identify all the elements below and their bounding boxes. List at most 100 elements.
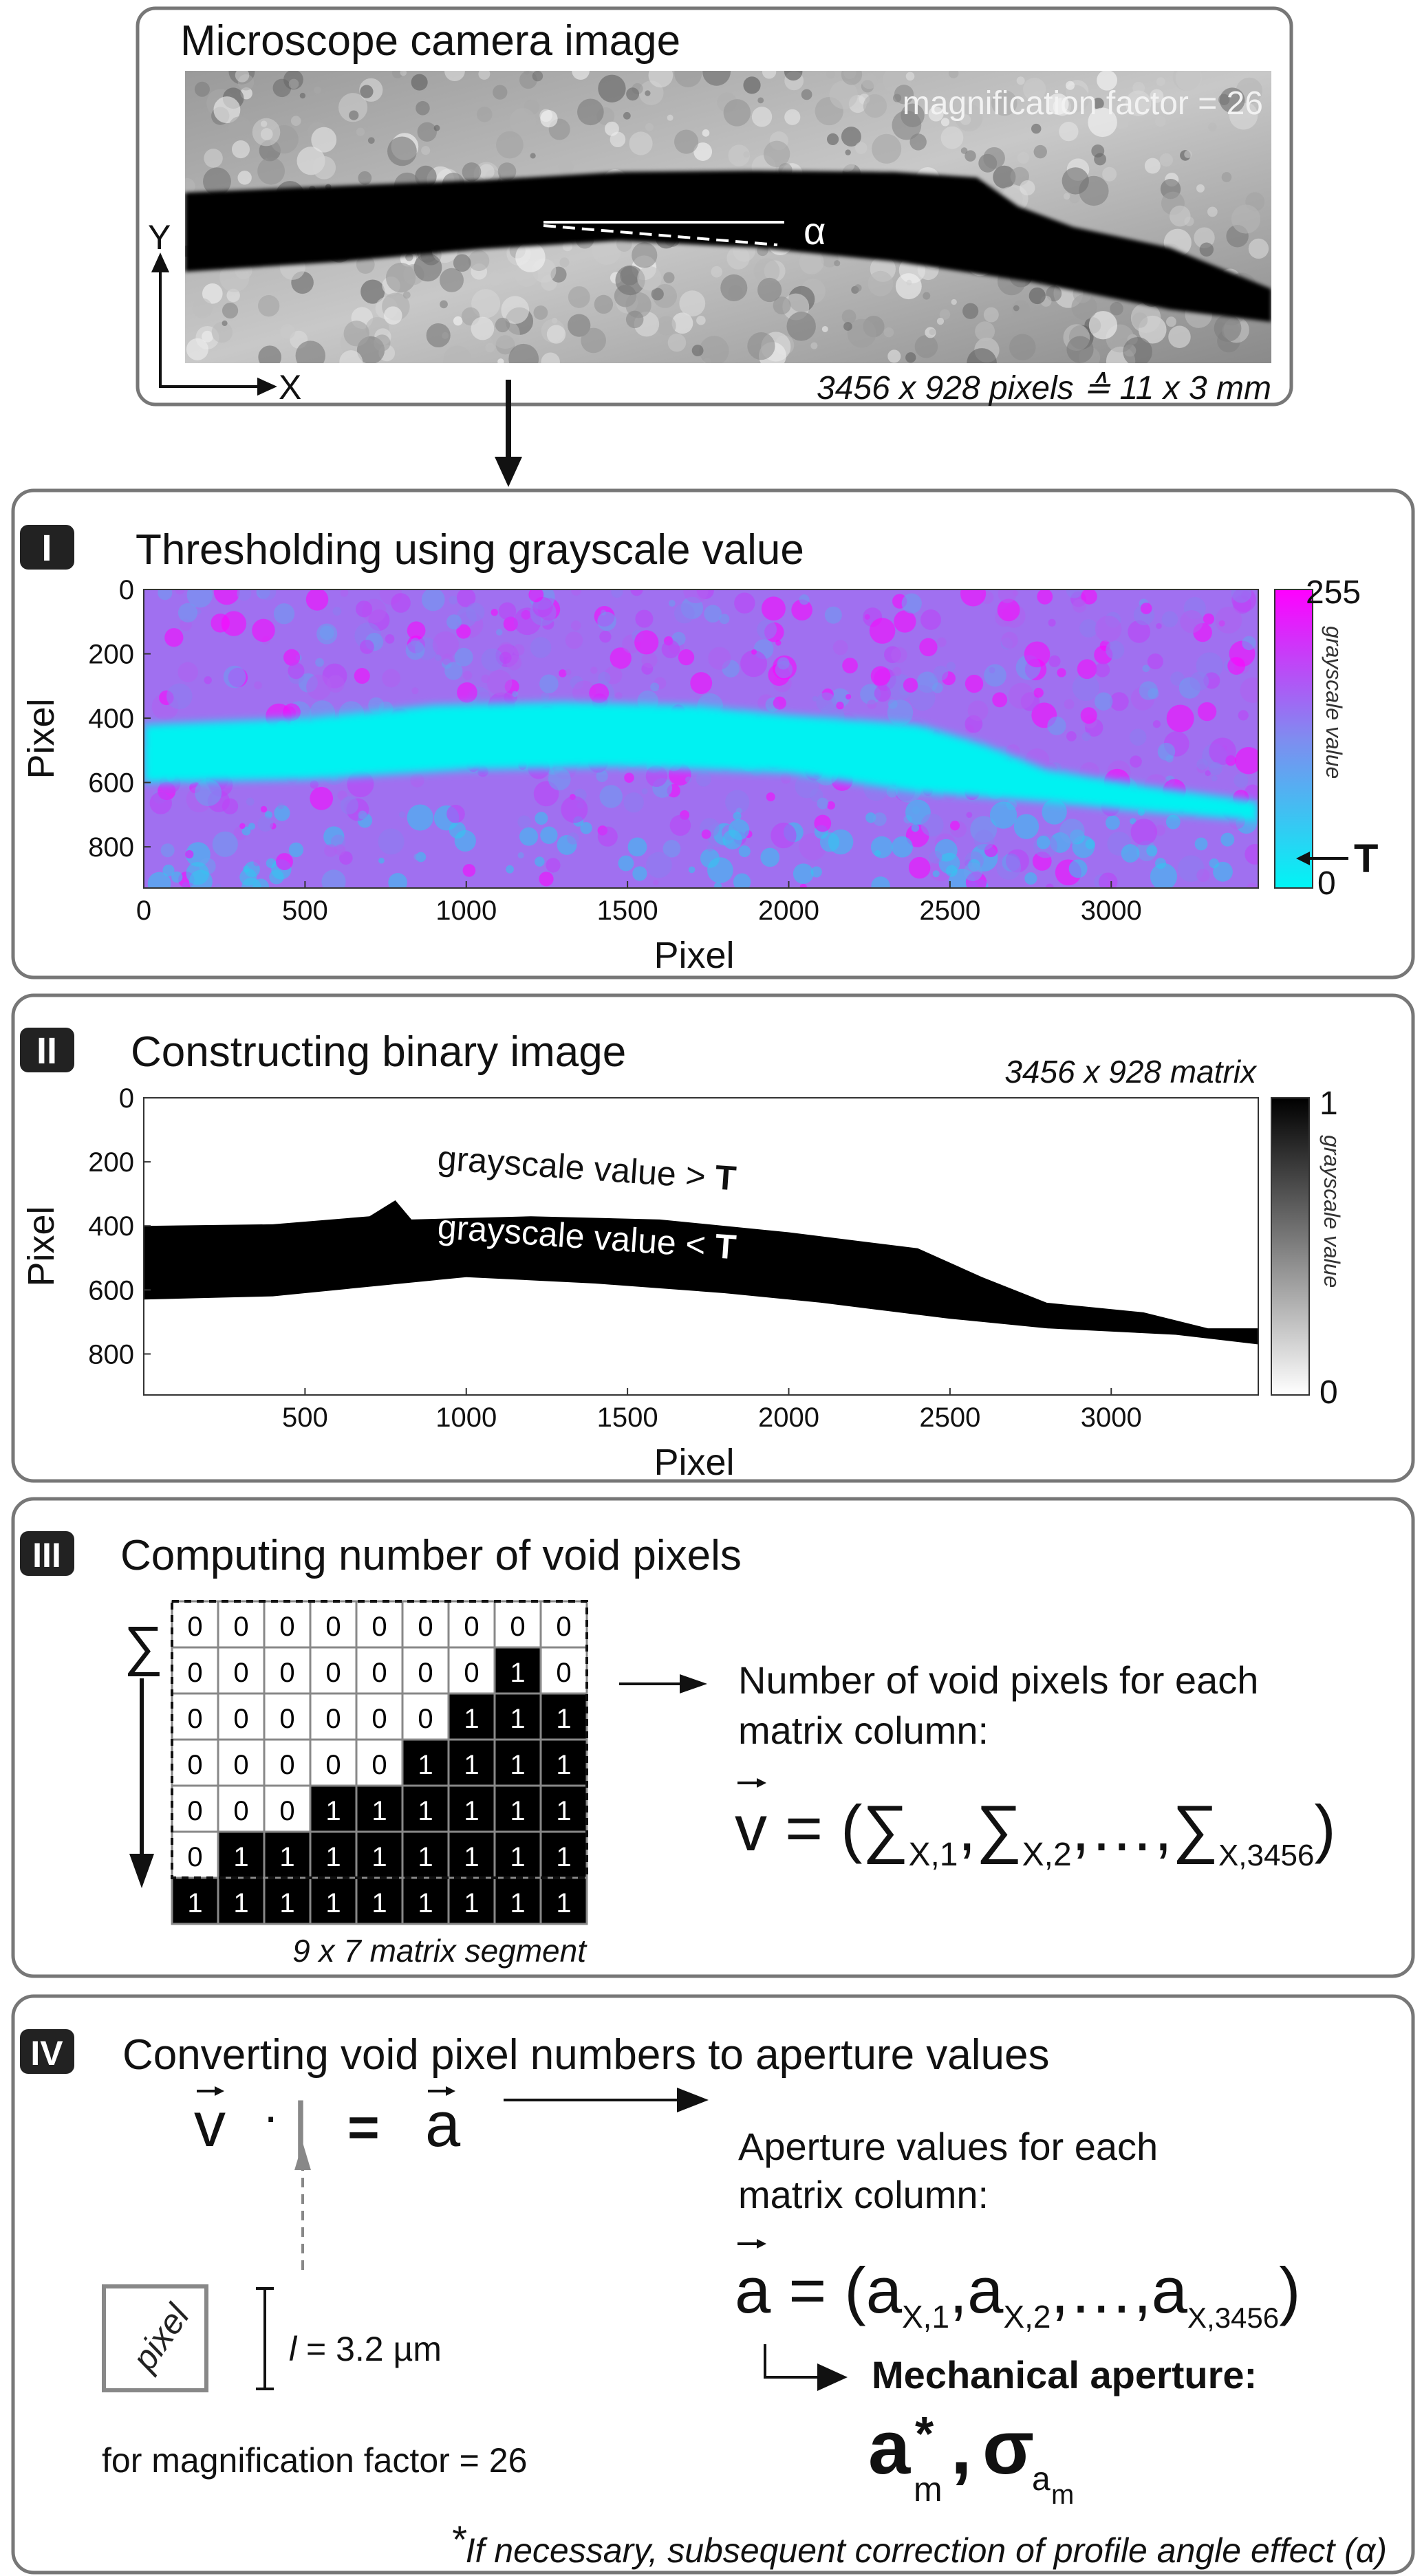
matrix-cell: [263, 1692, 312, 1741]
heatmap-speck: [359, 639, 374, 654]
matrix-cell: [171, 1876, 219, 1925]
rock-texture-speck: [559, 257, 570, 268]
rock-texture-speck: [637, 266, 662, 291]
heatmap-speck: [615, 692, 623, 700]
heatmap-speck: [998, 589, 1017, 603]
heatmap-speck: [340, 589, 349, 597]
heatmap-speck: [701, 829, 711, 839]
rock-texture-speck: [861, 73, 878, 89]
heatmap-speck: [519, 827, 538, 846]
rock-texture-speck: [667, 333, 687, 352]
heatmap-speck: [870, 666, 891, 686]
rock-texture-speck: [204, 149, 223, 168]
heatmap-speck: [260, 805, 268, 813]
rock-texture-speck: [983, 307, 999, 323]
sum-down-arrow-icon: [129, 1678, 154, 1888]
matrix-cell-value: 1: [510, 1750, 525, 1780]
matrix-cell-value: 1: [418, 1888, 433, 1918]
heatmap-speck: [634, 630, 659, 655]
rock-texture-speck: [1065, 80, 1075, 90]
heatmap-speck: [499, 651, 512, 664]
heatmap-speck: [662, 839, 681, 858]
x-tick-label: 0: [136, 896, 151, 926]
heatmap-speck: [1142, 664, 1150, 673]
heatmap-speck: [929, 850, 942, 864]
rock-texture-speck: [501, 296, 530, 325]
rock-texture-speck: [443, 345, 472, 363]
heatmap-speck: [186, 589, 213, 608]
matrix-cell: [309, 1738, 358, 1787]
heatmap-speck: [618, 855, 634, 872]
heatmap-speck: [446, 804, 465, 823]
heatmap-speck: [195, 779, 222, 806]
heatmap-speck: [391, 593, 411, 613]
heatmap-speck: [385, 634, 395, 644]
matrix-cell-value: 0: [233, 1704, 248, 1734]
heatmap-speck: [1166, 704, 1194, 733]
heatmap-speck: [274, 805, 290, 821]
heatmap-speck: [241, 826, 251, 836]
heatmap-speck: [407, 621, 426, 640]
rock-texture-speck: [940, 118, 950, 127]
rock-texture-speck: [415, 165, 437, 188]
heatmap-speck: [725, 790, 750, 814]
footnote: *If necessary, subsequent correction of …: [451, 2518, 1387, 2570]
colorbar-1: [1274, 589, 1313, 889]
matrix-cell-value: 0: [556, 1658, 571, 1688]
heatmap-speck: [570, 620, 581, 631]
x-axis-label: Pixel: [654, 935, 734, 976]
rock-texture-speck: [810, 342, 818, 349]
heatmap-speck: [444, 662, 463, 680]
heatmap-speck: [707, 844, 714, 852]
rock-texture-speck: [462, 162, 482, 182]
heatmap-speck: [966, 812, 973, 819]
heatmap-speck: [204, 676, 212, 684]
rock-texture-speck: [356, 255, 375, 274]
matrix-cell-value: 1: [464, 1842, 479, 1872]
heatmap-speck: [760, 847, 780, 867]
matrix-cell: [401, 1784, 450, 1833]
heatmap-speck: [1081, 589, 1097, 605]
rock-texture-speck: [1088, 107, 1117, 138]
heatmap-speck: [248, 823, 255, 830]
rock-texture-speck: [1132, 312, 1148, 328]
heatmap-speck: [826, 801, 835, 810]
rock-texture-speck: [914, 335, 938, 358]
panel-3-badge: [20, 1531, 74, 1576]
heatmap-speck: [688, 866, 696, 874]
matrix-cell-value: 0: [187, 1796, 202, 1826]
rock-texture-speck: [338, 93, 368, 122]
heatmap-speck: [446, 614, 462, 630]
rock-texture-speck: [845, 149, 851, 155]
rock-texture-speck: [691, 345, 704, 356]
heatmap-speck: [565, 631, 583, 649]
matrix-caption: 9 x 7 matrix segment: [292, 1933, 588, 1969]
rock-texture-speck: [834, 260, 841, 267]
heatmap-speck: [973, 830, 995, 851]
rock-texture-speck: [936, 317, 945, 325]
rock-texture-speck: [222, 302, 239, 319]
right-arrow-icon: [619, 1674, 707, 1693]
rock-texture-speck: [444, 71, 465, 82]
rock-texture-speck: [508, 343, 539, 363]
rock-texture-speck: [1199, 242, 1214, 257]
rock-texture-speck: [572, 71, 590, 80]
heatmap-speck: [239, 823, 246, 830]
rock-texture-speck: [720, 274, 748, 302]
rock-texture-speck: [426, 323, 451, 348]
matrix-cell-value: 1: [556, 1750, 571, 1780]
matrix-cell-value: 1: [510, 1704, 525, 1734]
heatmap-speck: [147, 872, 171, 888]
heatmap-speck: [816, 692, 837, 713]
image-dimensions: 3456 x 928 pixels ≙ 11 x 3 mm: [817, 370, 1271, 407]
heatmap-speck: [920, 609, 941, 630]
rock-texture-speck: [962, 303, 979, 319]
heatmap-speck: [1047, 716, 1066, 735]
matrix-cell: [263, 1830, 312, 1879]
matrix-cell-value: 0: [279, 1658, 294, 1688]
heatmap-speck: [512, 691, 518, 697]
scale-bar-icon: [256, 2287, 274, 2390]
heatmap-speck: [466, 603, 485, 622]
heatmap-speck: [996, 855, 1022, 880]
heatmap-speck: [997, 598, 1020, 622]
